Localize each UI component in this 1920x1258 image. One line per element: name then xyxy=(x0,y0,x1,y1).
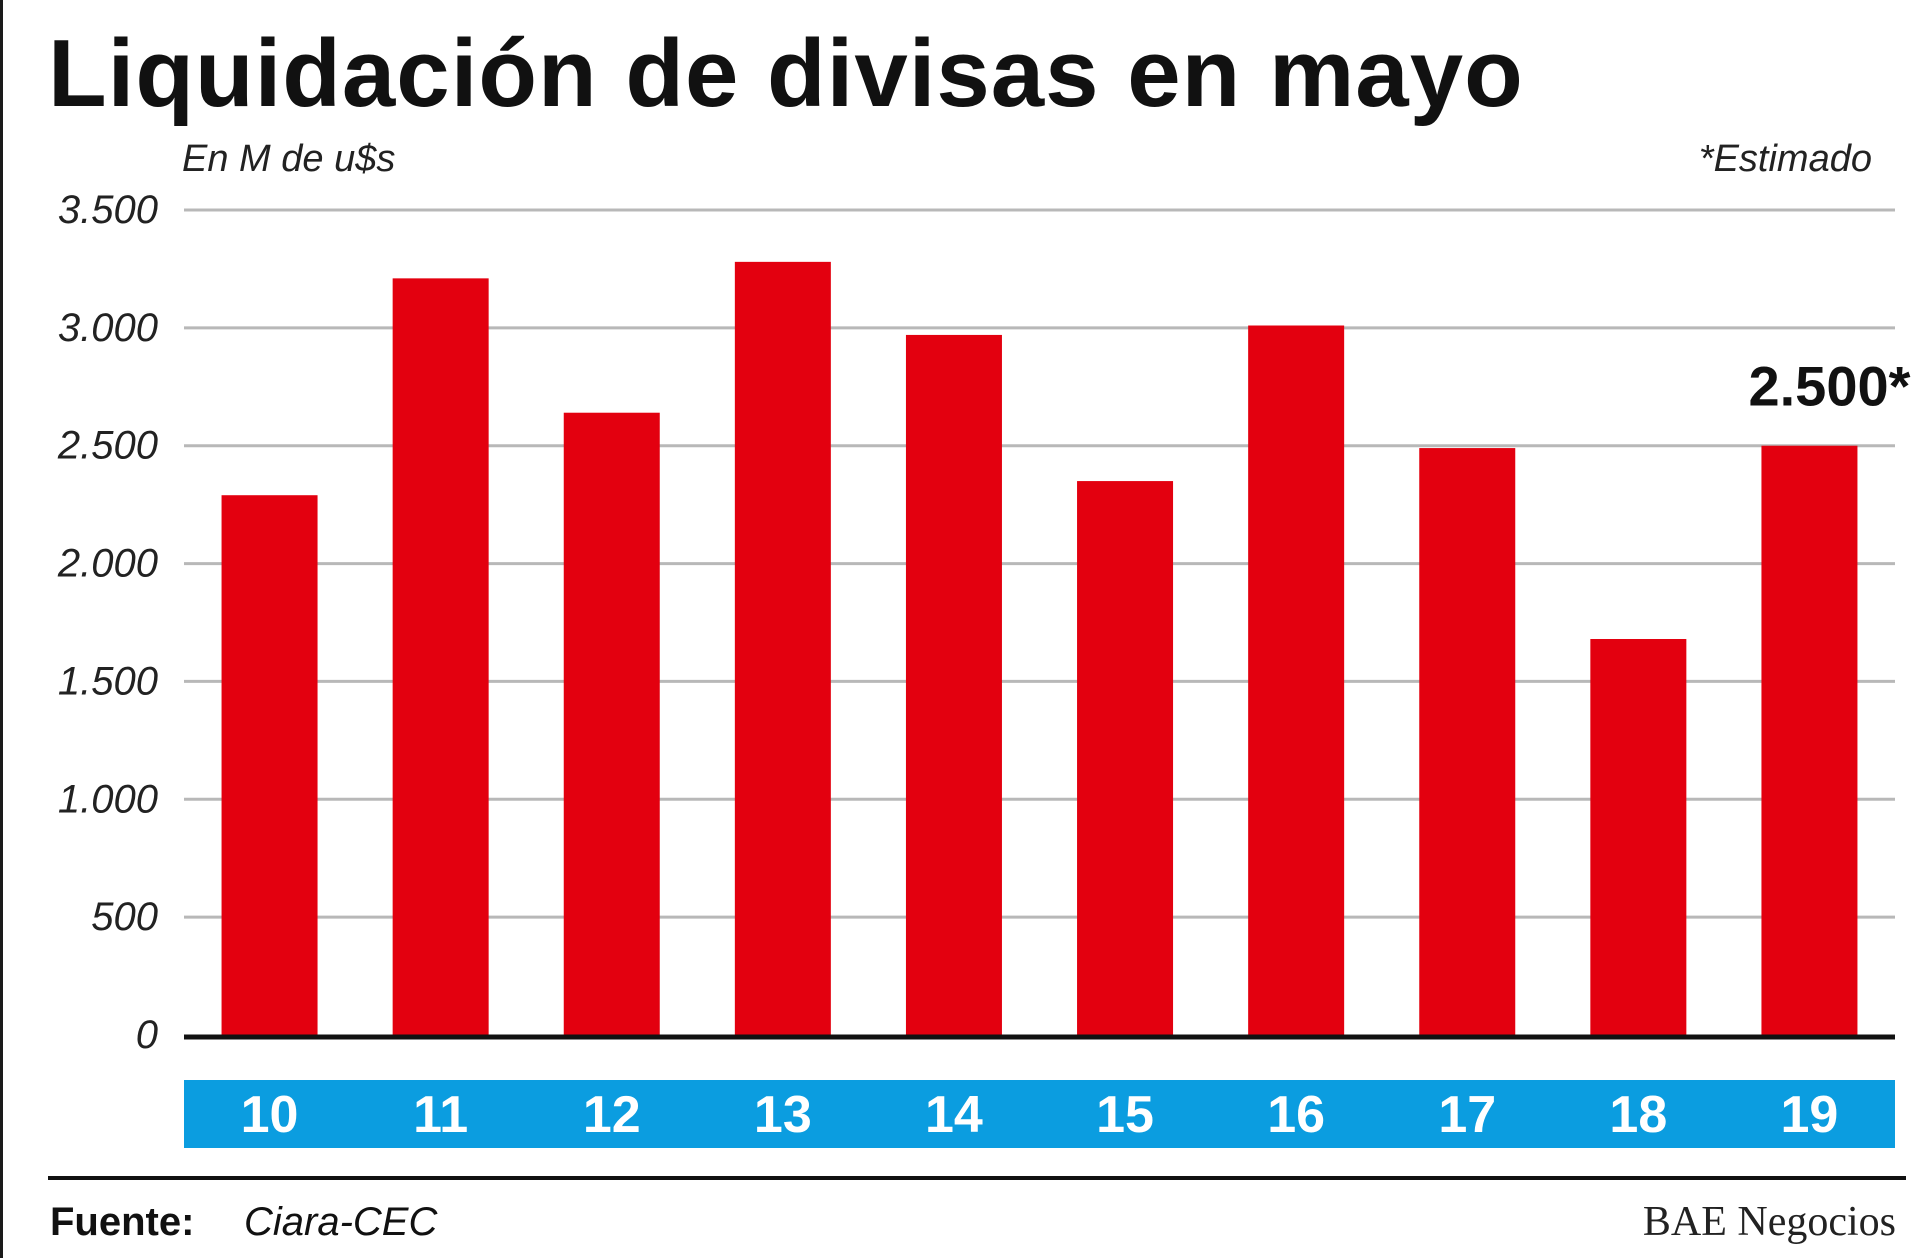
brand-logo-text: BAE Negocios xyxy=(1642,1199,1896,1245)
x-category-label: 13 xyxy=(754,1086,812,1144)
chart-title: Liquidación de divisas en mayo xyxy=(48,20,1524,127)
y-tick-label: 1.500 xyxy=(58,659,158,703)
x-category-label: 19 xyxy=(1781,1086,1839,1144)
x-category-label: 18 xyxy=(1609,1086,1667,1144)
y-tick-label: 2.500 xyxy=(57,424,158,468)
bar xyxy=(563,412,660,1035)
bar xyxy=(1077,481,1174,1036)
y-axis-ticks: 0 500 1.000 1.500 2.000 2.500 3.000 3.500 xyxy=(57,188,158,1057)
x-category-label: 11 xyxy=(413,1086,468,1144)
x-category-label: 17 xyxy=(1438,1086,1496,1144)
x-category-label: 10 xyxy=(241,1086,299,1144)
bar xyxy=(1248,325,1345,1035)
x-category-label: 15 xyxy=(1096,1086,1154,1144)
x-axis-categories: 10 11 12 13 14 15 16 17 18 19 xyxy=(241,1086,1839,1144)
annotations: 2.500* xyxy=(1748,355,1910,418)
y-tick-label: 2.000 xyxy=(57,542,158,586)
bar xyxy=(1590,639,1687,1035)
unit-label: En M de u$s xyxy=(182,138,396,180)
bar xyxy=(1419,448,1516,1036)
left-border xyxy=(0,0,3,1258)
y-tick-label: 3.000 xyxy=(58,306,158,350)
y-tick-label: 0 xyxy=(136,1013,158,1057)
estimate-note: *Estimado xyxy=(1698,138,1872,180)
footer-divider xyxy=(48,1176,1906,1180)
bars xyxy=(221,261,1858,1036)
bar xyxy=(905,334,1002,1035)
y-tick-label: 3.500 xyxy=(58,188,158,232)
bar xyxy=(221,495,318,1035)
source-label: Fuente: xyxy=(50,1200,195,1244)
bar xyxy=(734,261,831,1035)
bar xyxy=(392,278,489,1035)
estimate-value-label: 2.500* xyxy=(1748,355,1910,418)
category-band xyxy=(184,1080,1895,1148)
bar xyxy=(1761,445,1858,1035)
x-category-label: 14 xyxy=(925,1086,983,1144)
x-category-label: 12 xyxy=(583,1086,641,1144)
x-category-label: 16 xyxy=(1267,1086,1325,1144)
y-tick-label: 500 xyxy=(91,895,158,939)
y-tick-label: 1.000 xyxy=(58,777,158,821)
source-value: Ciara-CEC xyxy=(244,1200,438,1244)
